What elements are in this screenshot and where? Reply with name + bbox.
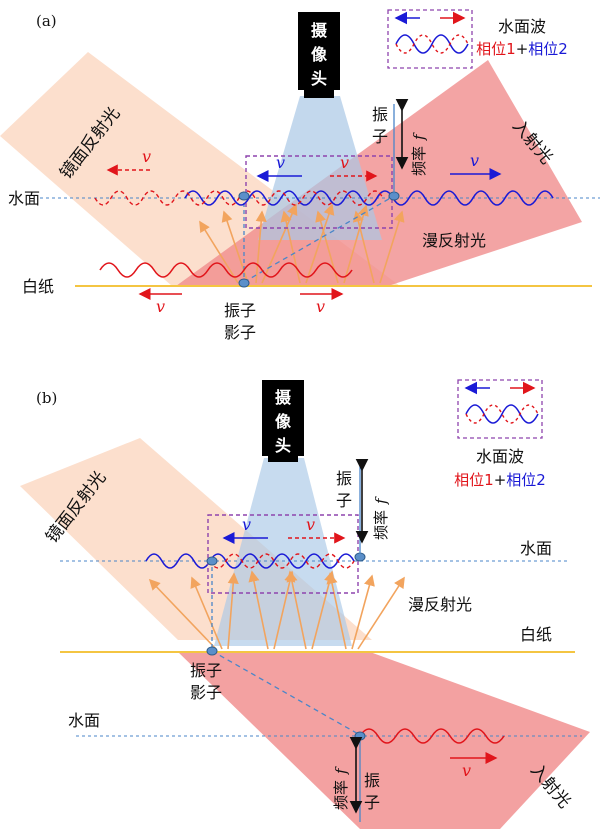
shadow-link [211,650,361,736]
camera-body [298,12,340,90]
panel-a: 摄 像 头 水面波 相位1+相位2 (a) 镜面反射光 入射光 振 子 频率 f… [0,9,600,342]
label-frequency: 频率 [372,510,390,540]
label-vibrator-1: 振 [336,469,352,488]
vibrator-dot-top [354,552,366,562]
paper-wave-red [99,262,353,278]
camera-body [262,380,304,456]
water-wave-blue [184,190,554,206]
legend-plus: + [494,471,507,489]
legend-phase1: 相位1 [476,40,516,58]
label-vibrator-2: 子 [372,127,388,146]
legend-wave-blue [465,404,539,424]
v-label-box-blue: v [242,515,251,534]
panel-tag: (a) [36,12,57,30]
water-contact-dot [238,191,250,201]
camera-char-3: 头 [275,436,291,455]
legend-phase2: 相位2 [528,40,568,58]
legend-phases: 相位1+相位2 [476,40,568,58]
label-f: f [410,132,428,141]
water-wave-red-dashed [209,553,355,569]
label-water-top: 水面 [520,539,552,558]
water-wave-red-dashed [94,190,384,206]
label-shadow-1: 振子 [224,301,256,320]
camera-char-1: 摄 [275,388,292,407]
v-label-mirror: v [142,147,151,166]
camera-char-3: 头 [311,69,327,88]
legend-phases: 相位1+相位2 [454,471,546,489]
camera-view-cone [214,458,352,646]
v-label-paper-right: v [316,297,325,316]
legend-plus: + [516,40,529,58]
label-f-bottom: f [332,766,350,775]
label-f: f [372,496,390,505]
label-vibrator-1: 振 [372,105,388,124]
label-vibrator-bottom-2: 子 [364,793,380,812]
v-label-bottom: v [462,761,471,780]
incident-beam [178,652,590,829]
label-shadow-1: 振子 [190,661,222,680]
legend-title: 水面波 [476,447,524,466]
camera-char-1: 摄 [311,21,328,40]
panel-b: 摄 像 头 水面波 相位1+相位2 (b) 镜面反射光 入射光 振 子 频率 f… [20,379,590,829]
shadow-link [243,195,395,283]
label-frequency-bottom-group: 频率 f [332,766,350,810]
v-label-box-red: v [340,153,349,172]
label-paper: 白纸 [520,625,552,644]
v-label-box-red: v [306,515,315,534]
label-shadow-2: 影子 [224,323,256,342]
label-diffuse: 漫反射光 [408,595,472,614]
v-label-paper-left: v [156,297,165,316]
water-wave-red-bottom [359,728,505,744]
label-vibrator-bottom-1: 振 [364,771,380,790]
water-wave-blue [145,553,355,569]
camera-char-2: 像 [311,45,328,64]
panel-tag: (b) [36,389,57,407]
vibrator-shadow-dot [238,278,250,288]
legend-title: 水面波 [498,17,546,36]
label-frequency: 频率 [410,146,428,176]
label-water: 水面 [8,189,40,208]
label-paper: 白纸 [22,277,54,296]
vibrator-shadow-dot [206,646,218,656]
legend-phase1: 相位1 [454,471,494,489]
label-shadow-2: 影子 [190,683,222,702]
label-vibrator-2: 子 [336,491,352,510]
diffuse-rays [148,570,405,650]
camera-lens [268,456,298,462]
v-label-right: v [470,151,479,170]
legend-phase2: 相位2 [506,471,546,489]
label-water-bottom: 水面 [68,711,100,730]
v-label-box-blue: v [276,153,285,172]
camera-lens [304,90,334,98]
label-frequency-top-group: 频率 f [372,496,390,540]
water-contact-dot [206,556,218,566]
legend-wave-blue [395,34,469,54]
camera-char-2: 像 [275,412,292,431]
label-frequency-bottom: 频率 [332,780,350,810]
label-frequency-group: 频率 f [410,132,428,176]
label-diffuse: 漫反射光 [422,231,486,250]
